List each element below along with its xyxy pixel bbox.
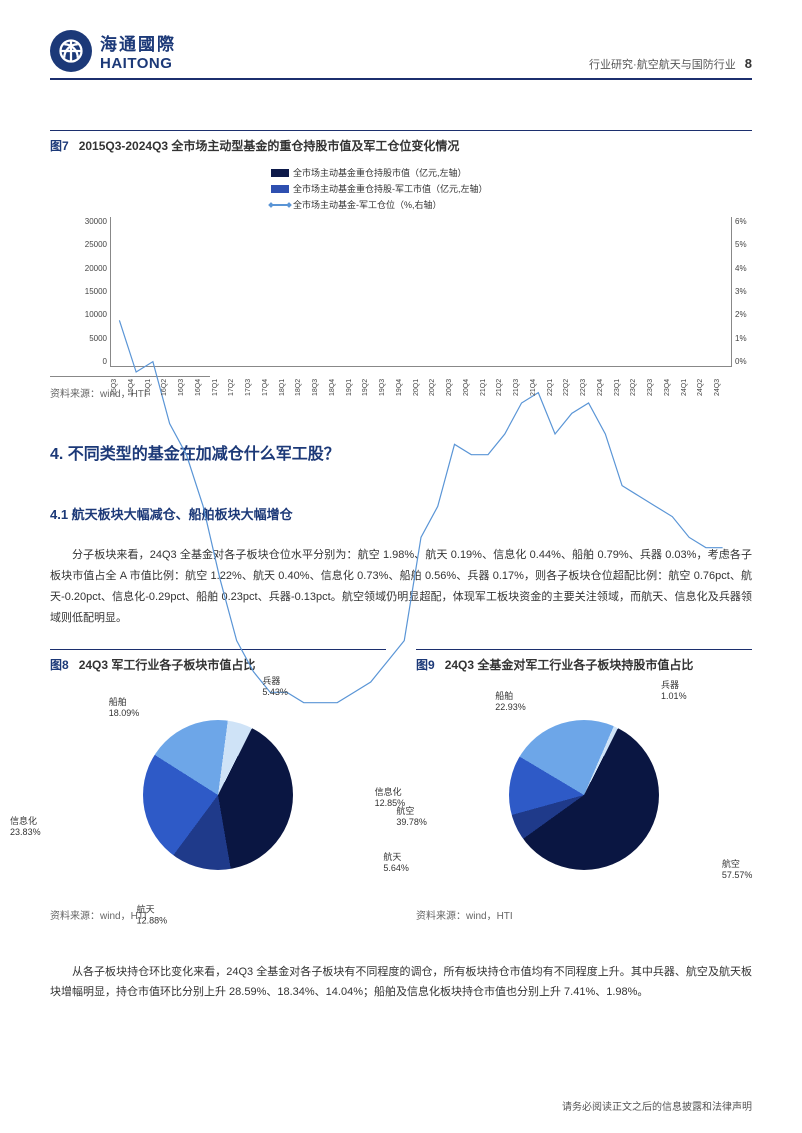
chart9-pie: 航空57.57%航天5.64%信息化12.85%船舶22.93%兵器1.01%: [416, 695, 752, 895]
chart7-area: 全市场主动基金重仓持股市值（亿元,左轴） 全市场主动基金重仓持股-军工市值（亿元…: [110, 166, 732, 376]
chart9-col: 图9 24Q3 全基金对军工行业各子板块持股市值占比 航空57.57%航天5.6…: [416, 649, 752, 922]
chart8-source: 资料来源：wind，HTI: [50, 903, 386, 922]
haitong-logo-icon: [50, 30, 92, 72]
chart7-bars: [111, 217, 731, 366]
para-2: 从各子板块持仓环比变化来看，24Q3 全基金对各子板块有不同程度的调仓，所有板块…: [50, 962, 752, 1004]
chart7-num: 图7: [50, 137, 69, 154]
legend-swatch-navy: [271, 169, 289, 177]
legend-swatch-blue: [271, 185, 289, 193]
chart8-num: 图8: [50, 656, 69, 673]
legend-3: 全市场主动基金-军工仓位（%,右轴）: [293, 198, 442, 211]
footer-disclaimer: 请务必阅读正文之后的信息披露和法律声明: [562, 1098, 752, 1113]
chart8-col: 图8 24Q3 军工行业各子板块市值占比 航空39.78%航天12.88%信息化…: [50, 649, 386, 922]
legend-1: 全市场主动基金重仓持股市值（亿元,左轴）: [293, 166, 467, 179]
page-header: 海通國際 HAITONG 行业研究·航空航天与国防行业 8: [50, 30, 752, 80]
logo-en-text: HAITONG: [100, 55, 176, 72]
header-breadcrumb: 行业研究·航空航天与国防行业 8: [589, 56, 752, 72]
chart7-y-right: 6%5%4%3%2%1%0%: [735, 217, 759, 366]
chart7-title: 2015Q3-2024Q3 全市场主动型基金的重仓持股市值及军工仓位变化情况: [79, 137, 460, 154]
legend-line: [271, 204, 289, 206]
chart9-num: 图9: [416, 656, 435, 673]
chart7-plot: 300002500020000150001000050000 6%5%4%3%2…: [110, 217, 732, 367]
section-4-1-para: 分子板块来看，24Q3 全基金对各子板块仓位水平分别为：航空 1.98%、航天 …: [50, 545, 752, 629]
logo: 海通國際 HAITONG: [50, 30, 176, 72]
section-4-heading: 4. 不同类型的基金在加减仓什么军工股？: [50, 440, 752, 464]
page: 海通國際 HAITONG 行业研究·航空航天与国防行业 8 图7 2015Q3-…: [0, 0, 802, 1133]
chart8-title: 24Q3 军工行业各子板块市值占比: [79, 656, 256, 673]
chart7-box: 图7 2015Q3-2024Q3 全市场主动型基金的重仓持股市值及军工仓位变化情…: [50, 130, 752, 400]
chart9-source: 资料来源：wind，HTI: [416, 903, 752, 922]
pie-row: 图8 24Q3 军工行业各子板块市值占比 航空39.78%航天12.88%信息化…: [50, 649, 752, 922]
section-4-1-heading: 4.1 航天板块大幅减仓、船舶板块大幅增仓: [50, 504, 752, 523]
chart7-legend: 全市场主动基金重仓持股市值（亿元,左轴） 全市场主动基金重仓持股-军工市值（亿元…: [271, 166, 571, 211]
legend-2: 全市场主动基金重仓持股-军工市值（亿元,左轴）: [293, 182, 488, 195]
chart7-y-left: 300002500020000150001000050000: [71, 217, 107, 366]
breadcrumb-text: 行业研究·航空航天与国防行业: [589, 59, 736, 71]
chart8-pie: 航空39.78%航天12.88%信息化23.83%船舶18.09%兵器5.43%: [50, 695, 386, 895]
chart9-title: 24Q3 全基金对军工行业各子板块持股市值占比: [445, 656, 694, 673]
page-number: 8: [745, 56, 752, 71]
logo-cn-text: 海通國際: [100, 30, 176, 55]
chart7-x-labels: 15Q315Q416Q116Q216Q316Q417Q117Q217Q317Q4…: [111, 366, 731, 396]
